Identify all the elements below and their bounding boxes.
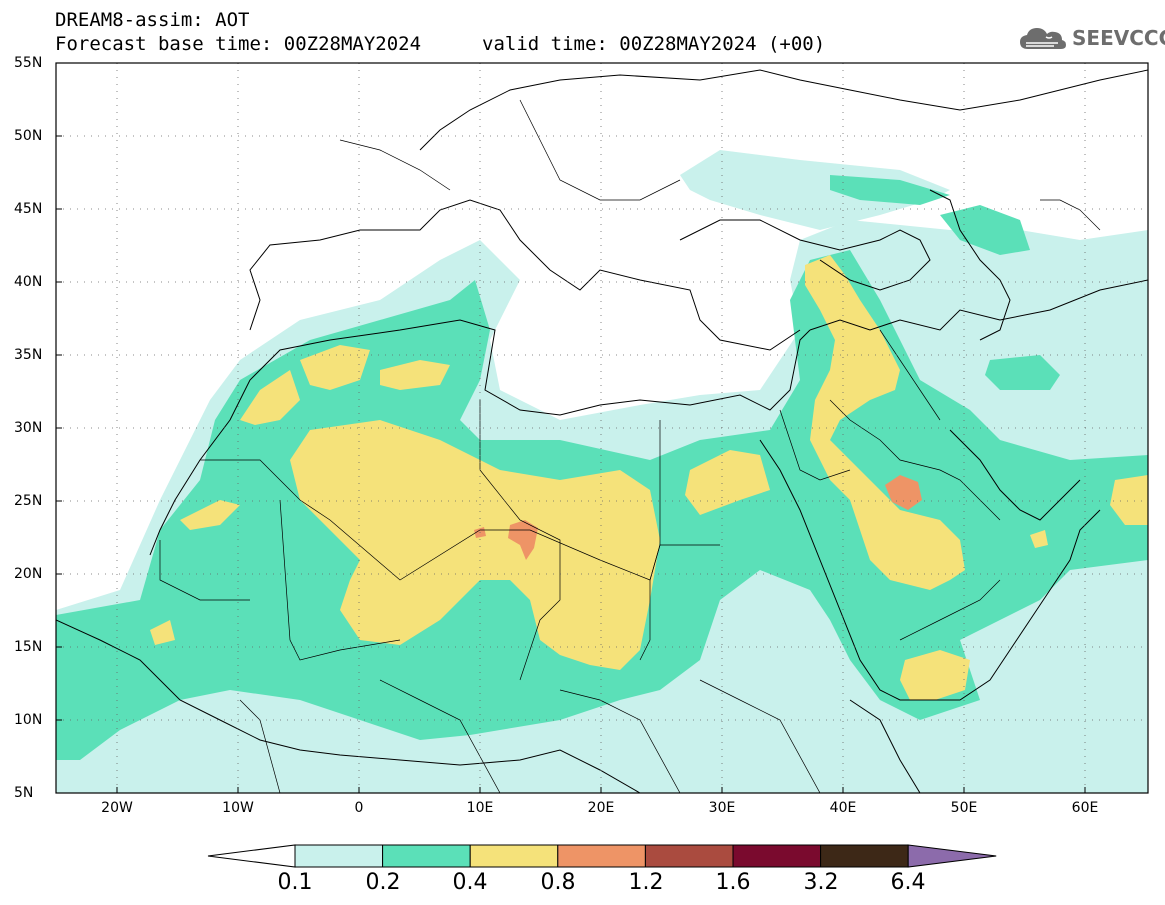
lat-label: 25N xyxy=(14,493,43,509)
lat-label: 30N xyxy=(14,420,43,436)
colorbar-label: 6.4 xyxy=(890,870,926,895)
colorbar-label: 0.4 xyxy=(452,870,488,895)
cloud-icon xyxy=(1020,28,1066,49)
lon-label: 10W xyxy=(222,800,254,816)
lat-label: 40N xyxy=(14,274,43,290)
lat-label: 35N xyxy=(14,347,43,363)
aot-shade-0.4 xyxy=(150,255,1148,700)
lon-label: 0 xyxy=(354,800,364,816)
colorbar-segment xyxy=(557,844,646,868)
lat-label: 20N xyxy=(14,566,43,582)
borders xyxy=(159,99,1101,793)
forecast-base-time: Forecast base time: 00Z28MAY2024 xyxy=(55,33,422,55)
colorbar-label: 0.2 xyxy=(365,870,401,895)
colorbar-segment xyxy=(732,844,822,868)
lat-label: 15N xyxy=(14,639,43,655)
lat-label: 10N xyxy=(14,712,43,728)
lon-label: 30E xyxy=(708,800,736,816)
seevccc-logo: SEEVCCC xyxy=(1018,24,1165,52)
lat-label: 55N xyxy=(14,55,43,71)
lon-label: 60E xyxy=(1071,800,1099,816)
lat-label: 45N xyxy=(14,201,43,217)
colorbar-label: 0.8 xyxy=(540,870,576,895)
lon-label: 40E xyxy=(829,800,857,816)
colorbar-under-arrow xyxy=(207,844,296,868)
colorbar-segment xyxy=(820,844,909,868)
colorbar-segment xyxy=(382,844,471,868)
lon-label: 20E xyxy=(587,800,615,816)
colorbar-label: 1.2 xyxy=(628,870,664,895)
colorbar-over-arrow xyxy=(907,844,997,868)
lat-label: 5N xyxy=(14,785,34,801)
lat-label: 50N xyxy=(14,128,43,144)
lon-label: 10E xyxy=(466,800,494,816)
lon-label: 20W xyxy=(101,800,133,816)
lon-label: 50E xyxy=(950,800,978,816)
colorbar-segment xyxy=(469,844,559,868)
colorbar-label: 3.2 xyxy=(803,870,839,895)
logo-text: SEEVCCC xyxy=(1072,26,1165,50)
map-title: DREAM8-assim: AOT xyxy=(55,9,250,31)
colorbar-label: 0.1 xyxy=(277,870,313,895)
valid-time: valid time: 00Z28MAY2024 (+00) xyxy=(482,33,826,55)
coastlines xyxy=(56,69,1148,793)
colorbar-segment xyxy=(644,844,734,868)
colorbar-segment xyxy=(294,844,384,868)
graticule xyxy=(56,63,1148,793)
colorbar-label: 1.6 xyxy=(715,870,751,895)
